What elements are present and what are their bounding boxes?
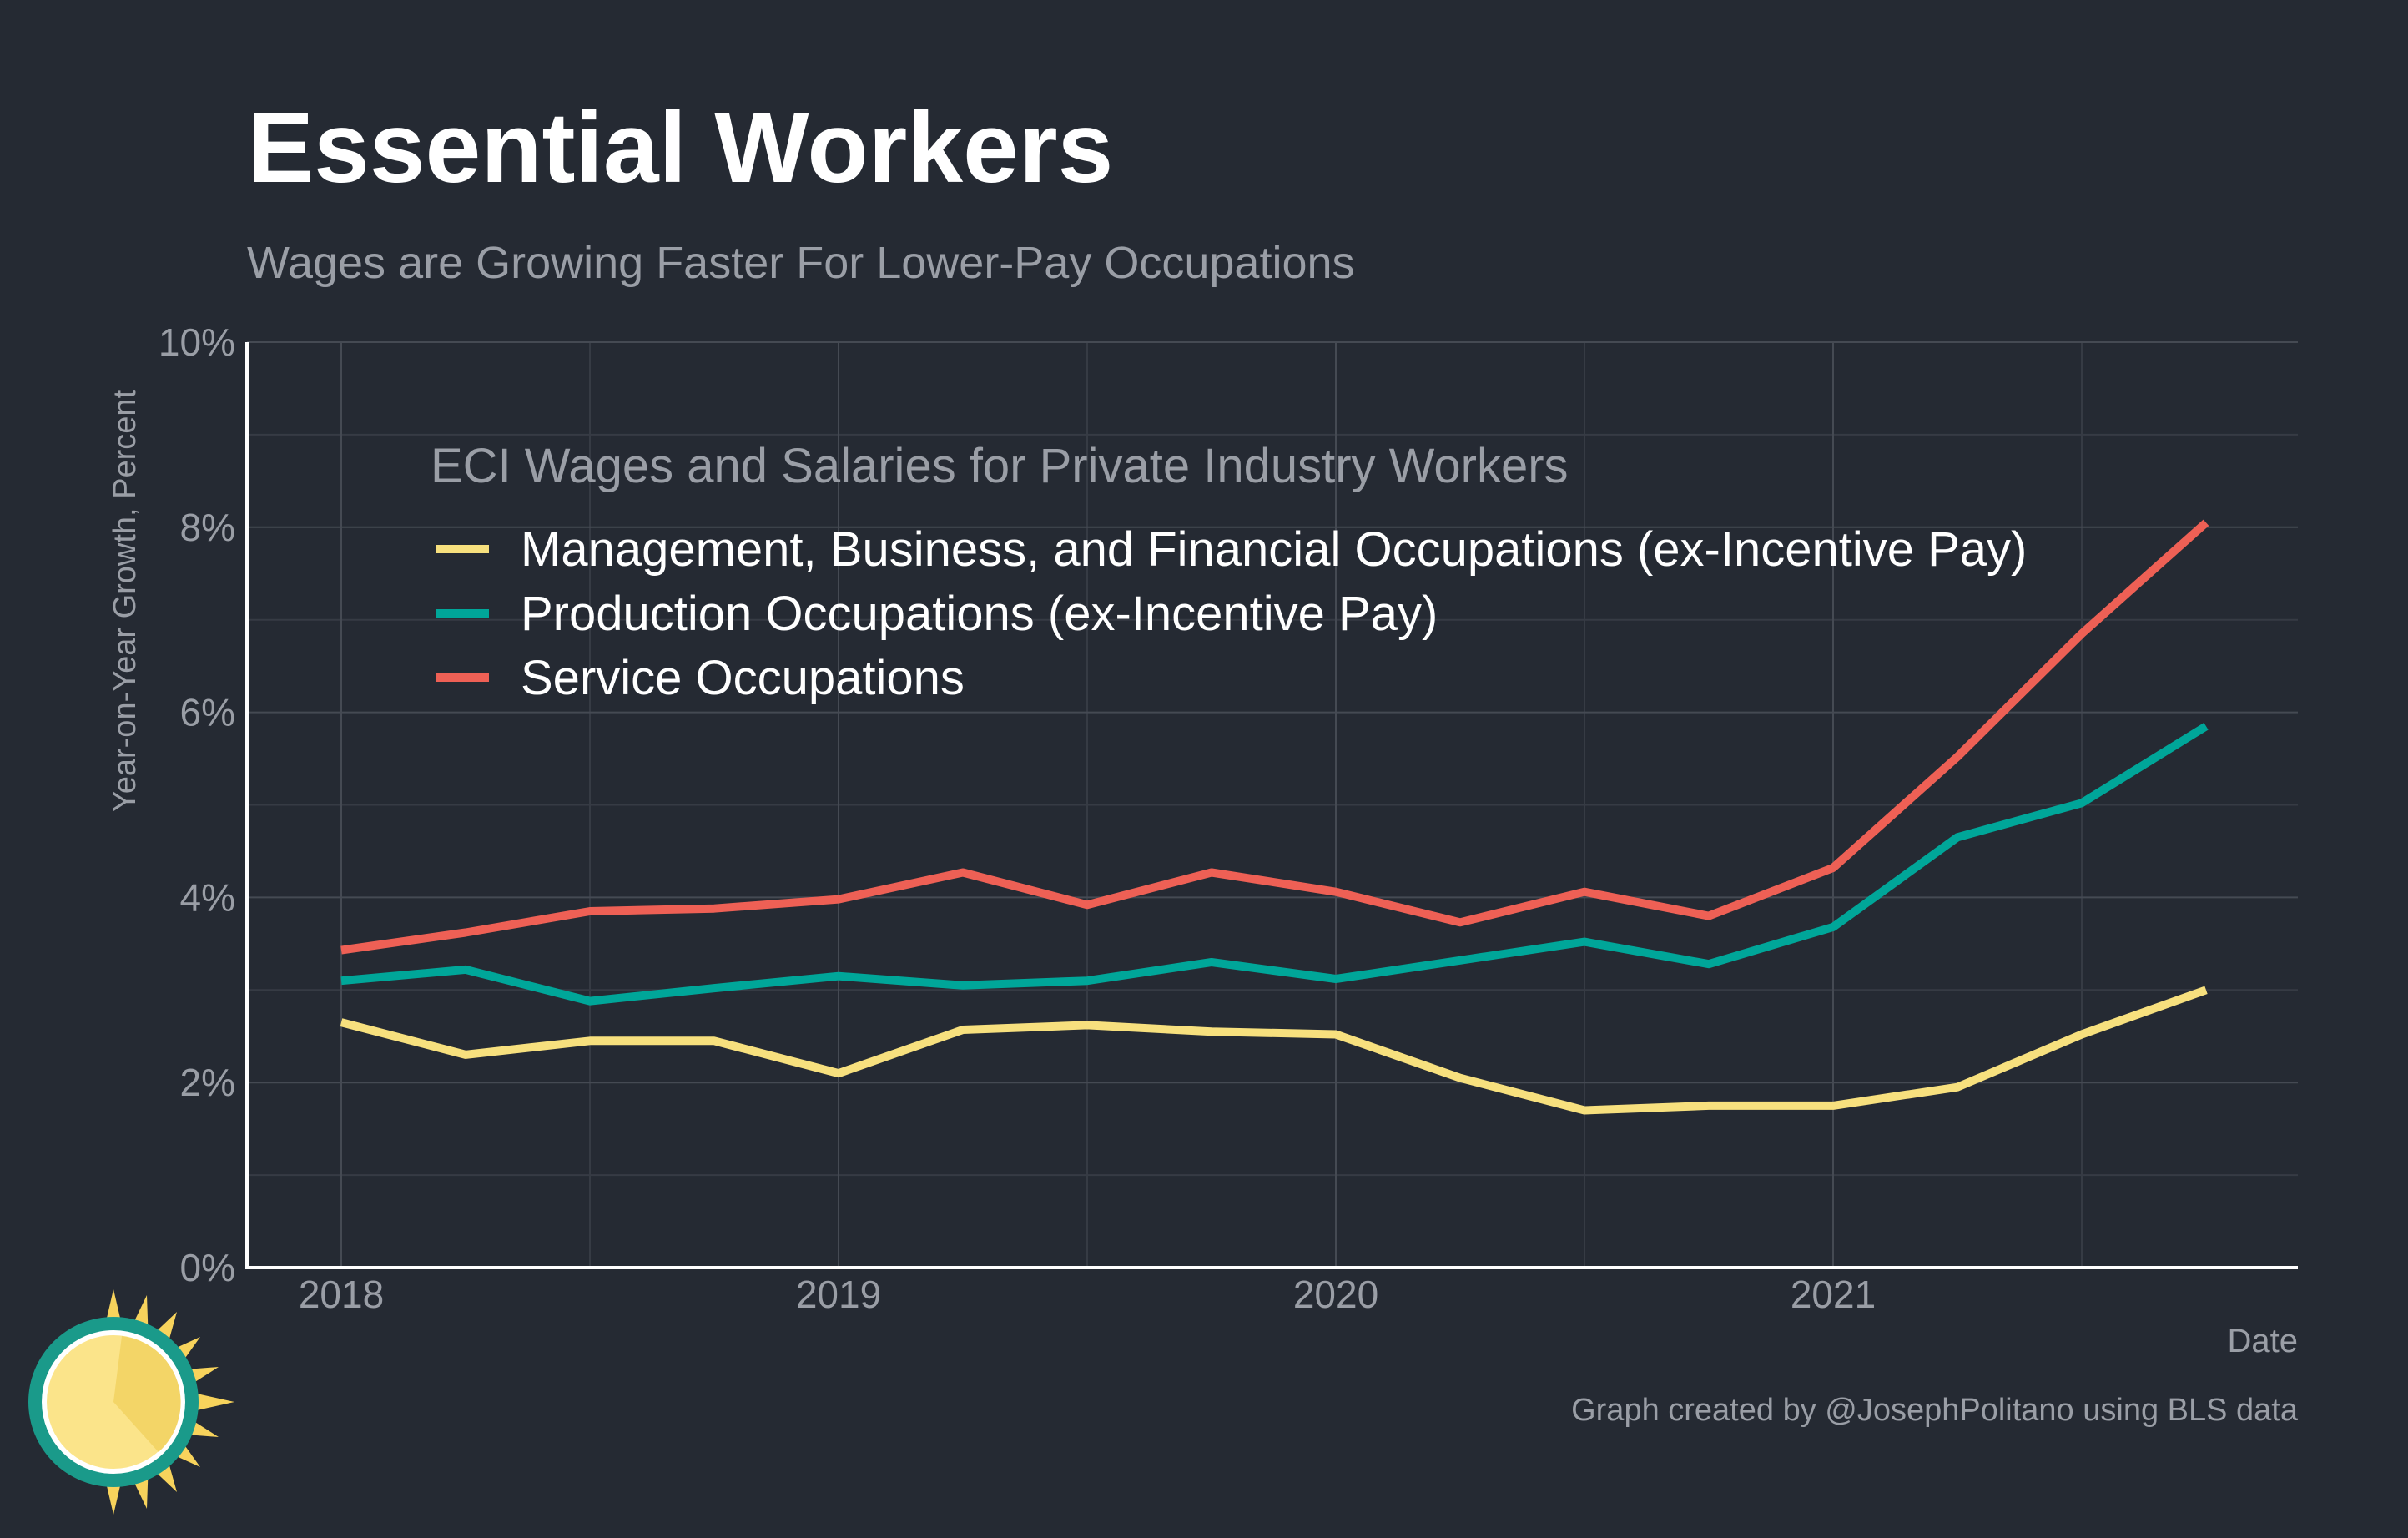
y-tick-label: 10% bbox=[159, 320, 235, 364]
x-tick-label: 2021 bbox=[1791, 1273, 1876, 1316]
legend-title: ECI Wages and Salaries for Private Indus… bbox=[431, 439, 1569, 493]
y-tick-labels: 0% 2% 4% 6% 8% 10% bbox=[159, 320, 235, 1289]
x-tick-labels: 2018 2019 2020 2021 bbox=[299, 1273, 1876, 1316]
chart-title: Essential Workers bbox=[247, 92, 1113, 204]
legend-items: Management, Business, and Financial Occu… bbox=[436, 522, 2027, 705]
y-tick-label: 4% bbox=[180, 875, 235, 919]
caption: Graph created by @JosephPolitano using B… bbox=[1571, 1393, 2299, 1428]
legend-label: Production Occupations (ex-Incentive Pay… bbox=[521, 587, 1438, 641]
series-line-3 bbox=[340, 519, 2209, 955]
axes bbox=[245, 342, 2298, 1269]
y-tick-label: 2% bbox=[180, 1061, 235, 1104]
x-tick-label: 2018 bbox=[299, 1273, 384, 1316]
grid-minor bbox=[247, 342, 2298, 1268]
sun-logo bbox=[28, 1289, 234, 1515]
y-tick-label: 6% bbox=[180, 691, 235, 734]
legend-label: Management, Business, and Financial Occu… bbox=[521, 522, 2027, 577]
chart-subtitle: Wages are Growing Faster For Lower-Pay O… bbox=[247, 238, 1355, 288]
sun-shade bbox=[113, 1336, 181, 1452]
series-line-1 bbox=[340, 986, 2208, 1115]
y-tick-label: 0% bbox=[180, 1246, 235, 1289]
x-tick-label: 2020 bbox=[1293, 1273, 1378, 1316]
grid-major bbox=[247, 341, 2298, 1268]
legend: ECI Wages and Salaries for Private Indus… bbox=[431, 439, 2027, 705]
x-axis-title: Date bbox=[2228, 1323, 2299, 1359]
x-tick-label: 2019 bbox=[796, 1273, 881, 1316]
legend-label: Service Occupations bbox=[521, 651, 965, 705]
series-line-2 bbox=[340, 722, 2209, 1006]
y-axis-title: Year-on-Year Growth, Percent bbox=[108, 389, 143, 812]
series-layer bbox=[340, 519, 2209, 1115]
y-tick-label: 8% bbox=[180, 506, 235, 549]
